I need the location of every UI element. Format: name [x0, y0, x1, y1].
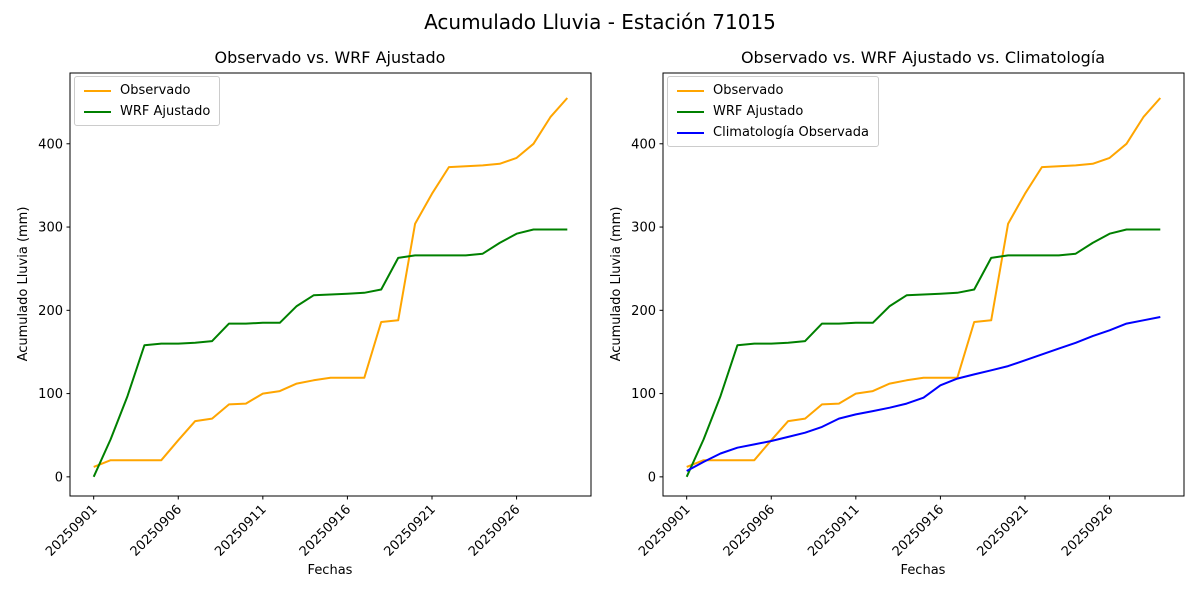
- x-tick-label: 20250901: [636, 502, 693, 559]
- legend-item-wrf-ajustado: WRF Ajustado: [677, 103, 869, 120]
- line-wrf-ajustado: [92, 228, 568, 478]
- line-observado: [93, 97, 569, 468]
- line-climatolog-a-observada: [686, 316, 1161, 472]
- line-observado: [686, 97, 1162, 468]
- x-tick-label: 20250911: [212, 502, 269, 559]
- x-tick-label: 20250906: [721, 502, 778, 559]
- legend-item-observado: Observado: [677, 82, 869, 99]
- right-chart-title: Observado vs. WRF Ajustado vs. Climatolo…: [741, 48, 1105, 67]
- figure-title: Acumulado Lluvia - Estación 71015: [424, 10, 776, 34]
- y-tick-label: 400: [38, 137, 63, 152]
- legend-line-swatch: [677, 89, 704, 92]
- legend-line-swatch: [677, 110, 704, 113]
- axes-frame: [662, 72, 1185, 497]
- left-yaxis-label: Acumulado Lluvia (mm): [16, 207, 31, 362]
- left-chart-legend: Observado WRF Ajustado: [74, 76, 221, 126]
- axes-frame: [69, 72, 592, 497]
- right-xaxis-label: Fechas: [901, 563, 946, 578]
- y-tick-label: 300: [631, 221, 656, 236]
- legend-line-swatch: [677, 131, 704, 134]
- x-tick-label: 20250921: [381, 502, 438, 559]
- x-tick-label: 20250901: [43, 502, 100, 559]
- y-tick-label: 200: [631, 304, 656, 319]
- legend-label: Observado: [120, 83, 191, 98]
- x-tick-label: 20250926: [466, 502, 523, 559]
- right-chart-legend: Observado WRF Ajustado Climatología Observ…: [667, 76, 879, 147]
- legend-label: WRF Ajustado: [120, 104, 211, 119]
- left-chart-title: Observado vs. WRF Ajustado: [215, 48, 446, 67]
- left-xaxis-label: Fechas: [308, 563, 353, 578]
- x-tick-label: 20250906: [128, 502, 185, 559]
- y-tick-label: 100: [631, 387, 656, 402]
- y-tick-label: 0: [648, 470, 656, 485]
- legend-item-climatolog-a-observada: Climatología Observada: [677, 124, 869, 141]
- line-wrf-ajustado: [685, 228, 1161, 478]
- legend-label: Climatología Observada: [713, 125, 869, 140]
- legend-line-swatch: [84, 89, 111, 92]
- legend-label: WRF Ajustado: [713, 104, 804, 119]
- y-tick-label: 0: [55, 470, 63, 485]
- legend-item-wrf-ajustado: WRF Ajustado: [84, 103, 210, 120]
- y-tick-label: 400: [631, 137, 656, 152]
- x-tick-label: 20250911: [805, 502, 862, 559]
- x-tick-label: 20250921: [974, 502, 1031, 559]
- legend-label: Observado: [713, 83, 784, 98]
- legend-item-observado: Observado: [84, 82, 210, 99]
- y-tick-label: 300: [38, 221, 63, 236]
- x-tick-label: 20250916: [890, 502, 947, 559]
- x-tick-label: 20250926: [1059, 502, 1116, 559]
- legend-line-swatch: [84, 110, 111, 113]
- y-tick-label: 100: [38, 387, 63, 402]
- right-yaxis-label: Acumulado Lluvia (mm): [609, 207, 624, 362]
- x-tick-label: 20250916: [297, 502, 354, 559]
- y-tick-label: 200: [38, 304, 63, 319]
